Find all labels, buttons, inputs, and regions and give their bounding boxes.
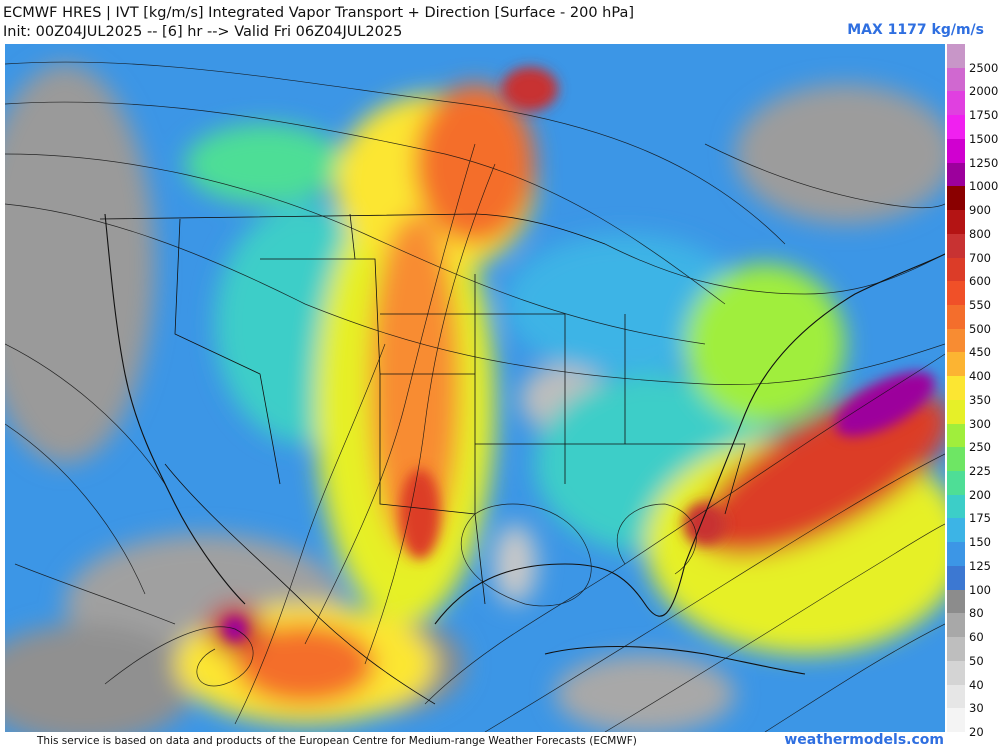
colorbar-tick-label: 1750: [969, 108, 999, 123]
colorbar-tick-label: 100: [969, 582, 991, 597]
colorbar-tick-label: 80: [969, 606, 984, 621]
colorbar-tick-label: 450: [969, 345, 991, 360]
colorbar-tick-label: 225: [969, 464, 991, 479]
colorbar-cell: [947, 637, 965, 662]
colorbar-cell: [947, 376, 965, 401]
colorbar-cell: [947, 423, 965, 448]
political-boundaries: [99, 213, 746, 705]
colorbar: [947, 44, 965, 733]
colorbar-tick-label: 60: [969, 630, 984, 645]
max-value-label: MAX 1177 kg/m/s: [847, 22, 984, 38]
colorbar-tick-label: 150: [969, 535, 991, 550]
colorbar-cell: [947, 708, 965, 733]
colorbar-cell: [947, 186, 965, 211]
colorbar-cell: [947, 162, 965, 187]
colorbar-cell: [947, 660, 965, 686]
colorbar-cell: [947, 233, 965, 258]
colorbar-cell: [947, 565, 965, 591]
colorbar-tick-label: 50: [969, 653, 984, 668]
colorbar-cell: [947, 91, 965, 116]
colorbar-cell: [947, 281, 965, 306]
colorbar-cell: [947, 67, 965, 92]
colorbar-tick-label: 200: [969, 487, 991, 502]
ivt-streamlines: [5, 61, 945, 732]
colorbar-tick-label: 300: [969, 416, 991, 431]
ivt-map: [5, 44, 945, 732]
coastlines: [104, 213, 945, 675]
colorbar-tick-label: 2500: [969, 60, 999, 75]
colorbar-cell: [947, 447, 965, 472]
ivt-map-canvas: [5, 44, 945, 732]
colorbar-tick-label: 800: [969, 226, 991, 241]
colorbar-cell: [947, 328, 965, 353]
colorbar-tick-label: 550: [969, 297, 991, 312]
colorbar-tick-label: 400: [969, 369, 991, 384]
colorbar-cell: [947, 613, 965, 638]
colorbar-tick-label: 175: [969, 511, 991, 526]
colorbar-tick-label: 700: [969, 250, 991, 265]
colorbar-cell: [947, 257, 965, 282]
colorbar-tick-label: 40: [969, 677, 984, 692]
colorbar-cell: [947, 684, 965, 709]
colorbar-tick-label: 500: [969, 321, 991, 336]
colorbar-tick-label: 1250: [969, 155, 999, 170]
brand-link[interactable]: weathermodels.com: [784, 732, 944, 748]
colorbar-cell: [947, 138, 965, 164]
colorbar-tick-label: 2000: [969, 84, 999, 99]
colorbar-cell: [947, 471, 965, 496]
colorbar-tick-label: 600: [969, 274, 991, 289]
colorbar-cell: [947, 589, 965, 614]
colorbar-cell: [947, 115, 965, 140]
colorbar-cell: [947, 542, 965, 567]
colorbar-tick-label: 20: [969, 725, 984, 739]
colorbar-cell: [947, 210, 965, 235]
map-header: ECMWF HRES | IVT [kg/m/s] Integrated Vap…: [3, 4, 634, 42]
colorbar-tick-label: 30: [969, 701, 984, 716]
attribution-text: This service is based on data and produc…: [37, 735, 637, 747]
colorbar-cell: [947, 304, 965, 330]
colorbar-tick-label: 900: [969, 203, 991, 218]
map-valid-time: Init: 00Z04JUL2025 -- [6] hr --> Valid F…: [3, 24, 403, 40]
colorbar-cell: [947, 518, 965, 543]
colorbar-cell: [947, 44, 965, 69]
colorbar-cell: [947, 494, 965, 519]
colorbar-tick-label: 125: [969, 558, 991, 573]
colorbar-cell: [947, 352, 965, 377]
colorbar-cell: [947, 399, 965, 425]
colorbar-tick-label: 1000: [969, 179, 999, 194]
map-title: ECMWF HRES | IVT [kg/m/s] Integrated Vap…: [3, 5, 635, 21]
colorbar-tick-label: 1500: [969, 131, 999, 146]
colorbar-tick-label: 350: [969, 392, 991, 407]
colorbar-tick-label: 250: [969, 440, 991, 455]
